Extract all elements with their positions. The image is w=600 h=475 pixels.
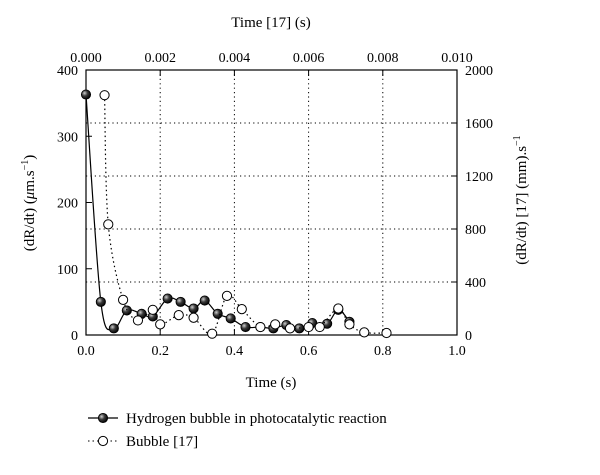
data-point-hydrogen <box>162 293 173 304</box>
y2-axis-label-main: (dR/dt) [17] (mm).s <box>514 146 530 265</box>
y-tick-label: 100 <box>57 263 78 278</box>
data-point-hydrogen <box>188 303 199 314</box>
y2-tick-label: 400 <box>465 276 486 291</box>
y-tick-label: 400 <box>57 64 78 79</box>
data-point-hydrogen <box>175 296 186 307</box>
data-point-bubble17 <box>270 319 281 330</box>
y-axis-label-sup: −1 <box>20 160 31 171</box>
x-tick-label: 1.0 <box>448 344 466 359</box>
x2-tick-label: 0.000 <box>70 51 102 66</box>
y-tick-label: 200 <box>57 197 78 212</box>
y2-tick-label: 800 <box>465 223 486 238</box>
legend-marker-hydrogen <box>97 412 109 424</box>
data-point-hydrogen <box>95 296 106 307</box>
plot-frame <box>85 69 458 336</box>
x2-tick-label: 0.004 <box>219 51 251 66</box>
data-point-bubble17 <box>155 319 166 330</box>
y-axis-label-main: (dR/dt) ( <box>22 199 38 251</box>
x-tick-label: 0.2 <box>151 344 169 359</box>
data-point-hydrogen <box>121 305 132 316</box>
y-axis-label: (dR/dt) (μm.s−1) <box>20 155 38 252</box>
x2-axis-label: Time [17] (s) <box>231 15 310 31</box>
data-point-bubble17 <box>381 327 392 339</box>
y-axis-label-end: ) <box>22 155 38 160</box>
data-point-bubble17 <box>99 90 110 101</box>
data-point-bubble17 <box>132 315 144 326</box>
y2-tick-label: 1600 <box>465 117 493 132</box>
data-point-bubble17 <box>359 327 370 338</box>
y-tick-label: 0 <box>71 329 78 344</box>
data-point-hydrogen <box>225 313 236 324</box>
data-point-bubble17 <box>173 310 184 321</box>
x-axis-label: Time (s) <box>246 375 297 391</box>
axis-ticks: 0.0 0.2 0.4 0.6 0.8 1.0 0.000 0.002 0.004 0.006 0.… <box>57 51 493 359</box>
y2-axis-label: (dR/dt) [17] (mm).s−1 <box>512 135 530 264</box>
x-tick-label: 0.4 <box>226 344 244 359</box>
data-point-bubble17 <box>103 219 114 230</box>
x2-tick-label: 0.008 <box>367 51 399 66</box>
x-tick-label: 0.0 <box>77 344 95 359</box>
data-point-bubble17 <box>303 321 314 333</box>
data-point-bubble17 <box>207 328 218 339</box>
x2-tick-label: 0.002 <box>144 51 176 66</box>
x2-tick-label: 0.010 <box>441 51 473 66</box>
y-tick-label: 300 <box>57 130 78 145</box>
legend-label-bubble17: Bubble [17] <box>126 434 198 450</box>
data-point-hydrogen <box>199 295 210 306</box>
y2-axis-label-sup: −1 <box>512 135 523 146</box>
data-point-bubble17 <box>284 323 296 334</box>
data-point-bubble17 <box>236 304 247 315</box>
y2-tick-label: 0 <box>465 329 472 344</box>
x-tick-label: 0.8 <box>374 344 392 359</box>
data-point-bubble17 <box>147 304 158 315</box>
legend-label-hydrogen: Hydrogen bubble in photocatalytic reacti… <box>126 411 387 427</box>
series-line-hydrogen <box>85 94 350 331</box>
data-point-bubble17 <box>188 312 199 323</box>
legend: Hydrogen bubble in photocatalytic reacti… <box>88 411 387 450</box>
legend-marker-bubble17 <box>97 435 109 447</box>
data-point-bubble17 <box>255 321 266 333</box>
series-line-bubble17 <box>103 95 387 335</box>
data-point-bubble17 <box>344 319 355 330</box>
data-point-bubble17 <box>333 303 344 314</box>
data-point-hydrogen <box>80 89 92 100</box>
data-point-bubble17 <box>118 294 129 305</box>
y2-tick-label: 2000 <box>465 64 493 79</box>
series-group <box>80 89 392 339</box>
y-axis-label-mu: μ <box>22 191 38 200</box>
data-point-bubble17 <box>314 321 325 333</box>
data-point-hydrogen <box>212 308 223 319</box>
x2-tick-label: 0.006 <box>293 51 325 66</box>
data-point-hydrogen <box>240 321 251 333</box>
y-axis-label-unit: m.s <box>22 170 38 191</box>
y2-tick-label: 1200 <box>465 170 493 185</box>
data-point-bubble17 <box>221 290 233 302</box>
data-point-hydrogen <box>108 323 119 334</box>
x-tick-label: 0.6 <box>300 344 318 359</box>
grid-lines <box>86 70 457 335</box>
